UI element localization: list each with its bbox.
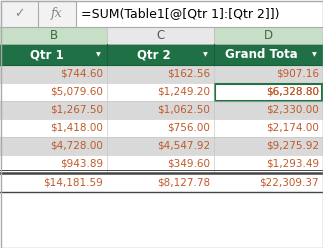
Bar: [0, 44, 323, 65]
Text: Grand Tota: Grand Tota: [225, 48, 298, 61]
Bar: [0, 173, 323, 192]
Text: $2,174.00: $2,174.00: [266, 123, 319, 133]
Text: $14,181.59: $14,181.59: [43, 178, 103, 187]
Bar: [0, 119, 323, 137]
Text: B: B: [49, 29, 57, 42]
Bar: [0, 65, 323, 83]
Bar: [107, 27, 214, 44]
Text: $4,728.00: $4,728.00: [50, 141, 103, 151]
Text: $1,293.49: $1,293.49: [266, 159, 319, 169]
Text: $8,127.78: $8,127.78: [157, 178, 210, 187]
Bar: [215, 84, 322, 100]
Bar: [0, 137, 323, 155]
Text: $907.16: $907.16: [276, 69, 319, 79]
Bar: [0, 192, 323, 248]
Text: $349.60: $349.60: [167, 159, 210, 169]
Text: $162.56: $162.56: [167, 69, 210, 79]
Bar: [76, 0, 323, 27]
Bar: [0, 83, 323, 101]
Text: $1,418.00: $1,418.00: [50, 123, 103, 133]
Text: $22,309.37: $22,309.37: [259, 178, 319, 187]
Text: $744.60: $744.60: [60, 69, 103, 79]
Text: $6,328.80: $6,328.80: [266, 87, 319, 97]
Text: ✓: ✓: [14, 7, 24, 20]
Text: ▼: ▼: [312, 52, 316, 57]
Bar: [0, 101, 323, 119]
Bar: [214, 27, 323, 44]
Text: $4,547.92: $4,547.92: [157, 141, 210, 151]
Bar: [0, 155, 323, 173]
Text: $6,328.80: $6,328.80: [266, 87, 319, 97]
Bar: [0, 0, 38, 27]
Text: =SUM(Table1[@[Qtr 1]:[Qtr 2]]): =SUM(Table1[@[Qtr 1]:[Qtr 2]]): [81, 7, 279, 20]
Text: D: D: [264, 29, 273, 42]
Bar: [0, 27, 107, 44]
Text: $756.00: $756.00: [167, 123, 210, 133]
Text: fx: fx: [51, 7, 63, 20]
Text: Qtr 1: Qtr 1: [30, 48, 63, 61]
Text: $943.89: $943.89: [60, 159, 103, 169]
Text: C: C: [156, 29, 165, 42]
Bar: [0, 0, 323, 27]
Text: $5,079.60: $5,079.60: [50, 87, 103, 97]
Text: $1,249.20: $1,249.20: [157, 87, 210, 97]
Text: $2,330.00: $2,330.00: [266, 105, 319, 115]
Text: Qtr 2: Qtr 2: [137, 48, 170, 61]
Text: $9,275.92: $9,275.92: [266, 141, 319, 151]
Text: ▼: ▼: [203, 52, 207, 57]
Text: ▼: ▼: [96, 52, 100, 57]
Text: $1,267.50: $1,267.50: [50, 105, 103, 115]
Text: $1,062.50: $1,062.50: [157, 105, 210, 115]
